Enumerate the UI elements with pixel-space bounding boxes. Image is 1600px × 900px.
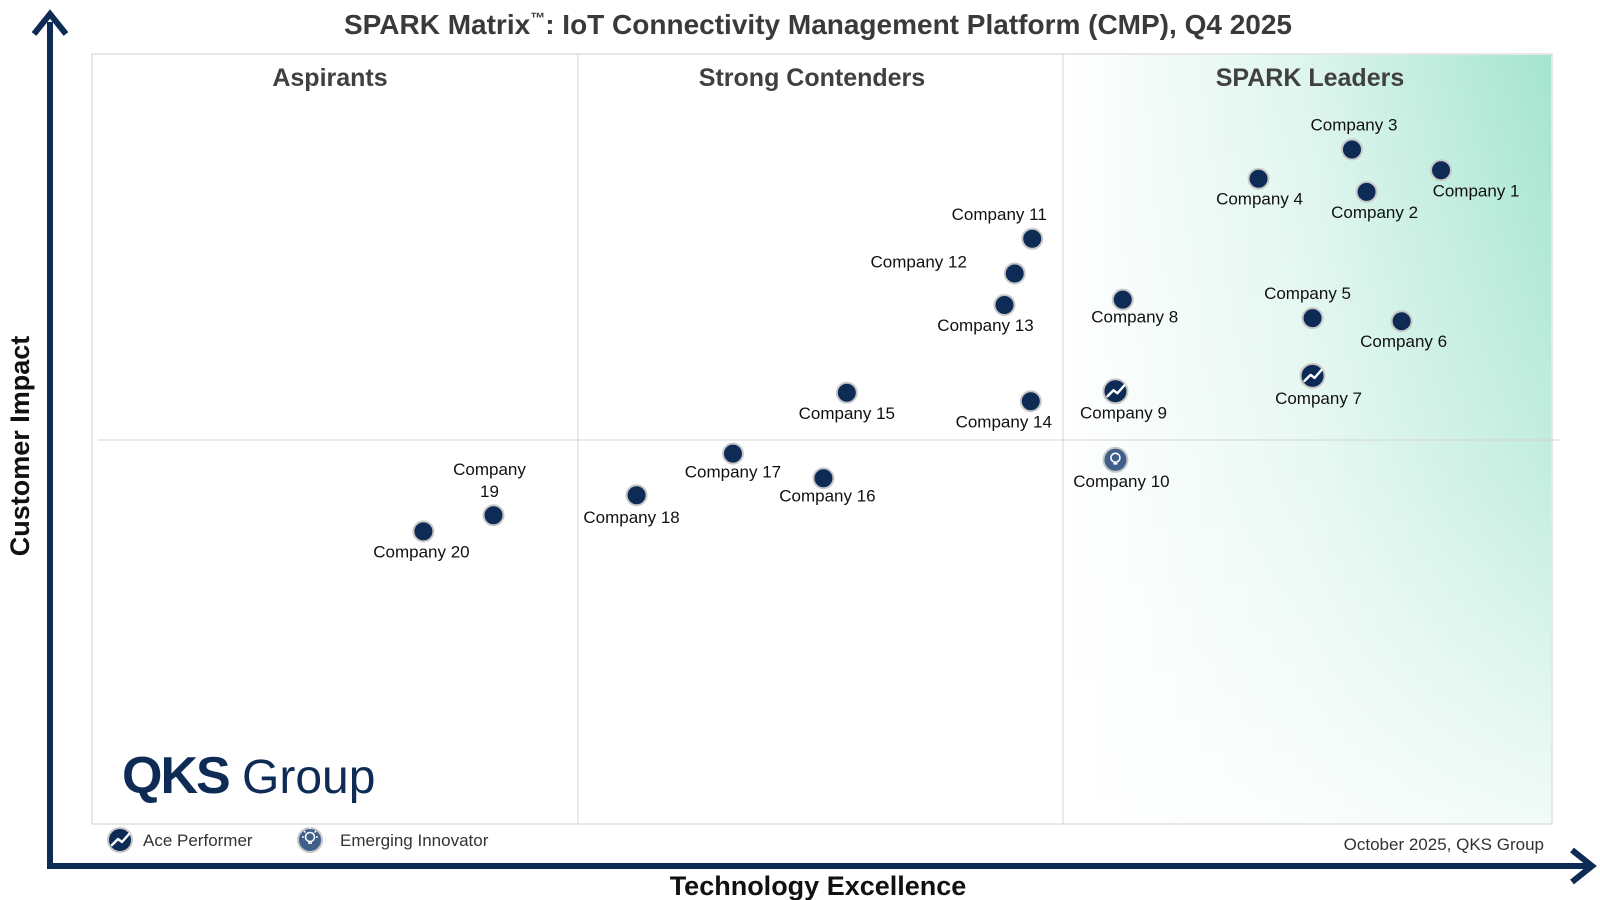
lightbulb-icon xyxy=(1110,452,1121,464)
point-marker xyxy=(625,484,648,507)
chart-title-rest: : IoT Connectivity Management Platform (… xyxy=(545,9,1292,40)
point-label: Company 7 xyxy=(1275,389,1362,408)
point-label: Company 2 xyxy=(1331,203,1418,222)
point-marker xyxy=(1021,227,1044,250)
company-point: Company 16 xyxy=(779,467,876,505)
point-label: Company 8 xyxy=(1091,308,1178,327)
leaders-region-fade xyxy=(1063,55,1551,823)
legend-emerging-innovator: Emerging Innovator xyxy=(297,827,489,853)
quadrant-spark-leaders: SPARK Leaders xyxy=(1216,64,1405,92)
lightbulb-icon xyxy=(302,827,318,844)
source-note: October 2025, QKS Group xyxy=(1344,835,1544,854)
legend: Ace Performer Emerging Innovator xyxy=(107,827,489,853)
company-point: Company 9 xyxy=(1080,378,1167,422)
point-label: Company 16 xyxy=(779,486,875,505)
point-label: Company 19 xyxy=(453,460,526,501)
legend-ace-label: Ace Performer xyxy=(143,831,253,850)
company-points: Company 1 Company 2 Company 3 Company 4 Comp… xyxy=(373,115,1519,561)
point-label: Company 15 xyxy=(799,404,895,423)
company-point: Company 11 xyxy=(952,205,1047,250)
chart-title-main: SPARK Matrix xyxy=(344,9,531,40)
company-point: Company 17 xyxy=(685,442,781,482)
company-point: Company 4 xyxy=(1216,167,1303,209)
trend-up-icon xyxy=(110,832,131,847)
company-point: Company 13 xyxy=(937,294,1034,335)
chart-title: SPARK Matrix™: IoT Connectivity Manageme… xyxy=(344,9,1292,40)
company-point: Company 10 xyxy=(1073,446,1170,491)
point-marker xyxy=(1019,390,1042,413)
point-marker xyxy=(812,467,835,490)
point-label: Company 17 xyxy=(685,463,781,482)
point-marker xyxy=(482,504,505,527)
logo-qks-text: QKS xyxy=(122,747,229,805)
point-marker xyxy=(721,442,744,465)
trend-up-icon xyxy=(1303,368,1323,383)
company-point: Company 12 xyxy=(871,252,1026,285)
point-label: Company 18 xyxy=(583,508,679,527)
company-point: Company 15 xyxy=(799,381,895,423)
quadrant-aspirants: Aspirants xyxy=(272,64,387,92)
point-marker xyxy=(412,520,435,543)
company-point: Company 19 xyxy=(453,460,526,527)
point-marker xyxy=(993,294,1016,317)
point-marker xyxy=(1003,262,1026,285)
company-point: Company 1 xyxy=(1430,159,1520,200)
company-point: Company 6 xyxy=(1360,310,1447,351)
trend-up-icon xyxy=(1106,384,1126,398)
x-axis-label: Technology Excellence xyxy=(670,871,967,900)
y-axis-arrowhead xyxy=(31,9,69,36)
legend-innovator-marker xyxy=(297,827,323,853)
point-label: Company 11 xyxy=(952,205,1047,224)
point-marker xyxy=(1355,180,1378,203)
company-point: Company 14 xyxy=(956,390,1052,431)
point-marker xyxy=(1430,159,1453,182)
point-marker xyxy=(1301,307,1324,330)
point-label: Company 3 xyxy=(1311,115,1398,134)
point-label: Company 20 xyxy=(373,542,469,561)
company-point: Company 18 xyxy=(583,484,680,527)
company-point: Company 3 xyxy=(1311,115,1398,161)
legend-ace-performer: Ace Performer xyxy=(107,827,253,853)
company-point: Company 20 xyxy=(373,520,470,561)
point-label: Company 13 xyxy=(937,316,1033,335)
company-point: Company 2 xyxy=(1331,180,1418,222)
qks-group-logo: QKS Group xyxy=(122,747,375,805)
point-label: Company 12 xyxy=(871,252,967,271)
point-marker xyxy=(1247,167,1270,190)
company-point: Company 7 xyxy=(1275,362,1362,408)
point-label: Company 14 xyxy=(956,412,1052,431)
y-axis-label: Customer Impact xyxy=(5,336,35,557)
quadrant-strong-contenders: Strong Contenders xyxy=(699,64,925,92)
point-label: Company 10 xyxy=(1073,472,1169,491)
point-marker xyxy=(1102,446,1129,473)
chart-title-tm: ™ xyxy=(530,10,545,27)
point-marker xyxy=(1111,288,1134,311)
point-marker xyxy=(835,381,858,404)
point-marker xyxy=(1340,138,1363,161)
x-axis-arrowhead xyxy=(1570,847,1597,885)
company-point: Company 8 xyxy=(1091,288,1178,327)
legend-innovator-label: Emerging Innovator xyxy=(340,831,489,850)
point-label: Company 9 xyxy=(1080,403,1167,422)
point-label: Company 4 xyxy=(1216,190,1303,209)
point-label: Company 1 xyxy=(1433,181,1520,200)
logo-group-text: Group xyxy=(242,751,375,804)
point-label: Company 5 xyxy=(1264,284,1351,303)
point-label: Company 6 xyxy=(1360,332,1447,351)
point-marker xyxy=(1390,310,1413,333)
company-point: Company 5 xyxy=(1264,284,1351,330)
